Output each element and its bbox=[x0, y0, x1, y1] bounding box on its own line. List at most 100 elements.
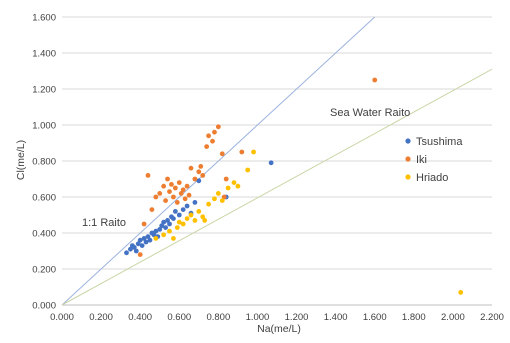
x-tick-label: 0.200 bbox=[89, 312, 113, 323]
x-tick-label: 2.000 bbox=[441, 312, 465, 323]
data-point bbox=[163, 198, 168, 204]
data-point bbox=[176, 180, 182, 186]
y-tick-label: 1.600 bbox=[32, 13, 56, 24]
x-tick-label: 1.600 bbox=[363, 312, 387, 323]
data-point bbox=[206, 133, 211, 139]
reference-line bbox=[61, 16, 376, 306]
y-axis-ticks: 0.000 0.200 0.400 0.600 0.800 1.000 1.200 1.400… bbox=[32, 13, 56, 312]
data-point bbox=[184, 216, 190, 222]
data-point bbox=[176, 219, 182, 225]
y-tick-label: 1.200 bbox=[32, 85, 56, 96]
data-point bbox=[141, 221, 147, 227]
data-point bbox=[192, 218, 198, 223]
data-point bbox=[200, 173, 206, 178]
x-tick-label: 1.000 bbox=[246, 312, 270, 323]
data-point bbox=[235, 183, 241, 189]
data-point bbox=[161, 219, 167, 225]
data-point bbox=[225, 185, 231, 191]
data-point bbox=[196, 169, 202, 175]
data-point bbox=[169, 182, 174, 187]
data-point bbox=[231, 180, 237, 186]
legend: Tsushima Iki Hriado bbox=[405, 136, 463, 184]
data-point bbox=[145, 234, 151, 240]
data-point bbox=[174, 200, 180, 205]
legend-label-iki: Iki bbox=[416, 154, 427, 166]
x-tick-label: 1.800 bbox=[402, 312, 426, 323]
data-point bbox=[157, 227, 163, 232]
data-point bbox=[141, 236, 147, 241]
reference-line bbox=[61, 68, 493, 306]
data-point bbox=[221, 194, 227, 200]
data-point bbox=[149, 207, 155, 213]
data-point bbox=[163, 225, 168, 231]
data-point bbox=[245, 167, 251, 173]
legend-label-hriado: Hriado bbox=[416, 172, 448, 184]
data-point bbox=[161, 183, 167, 189]
data-point bbox=[135, 241, 141, 247]
data-point bbox=[223, 176, 229, 182]
data-point bbox=[196, 209, 202, 214]
data-point bbox=[124, 250, 129, 256]
data-point bbox=[139, 243, 145, 249]
y-tick-label: 0.800 bbox=[32, 157, 56, 168]
data-points bbox=[124, 77, 464, 295]
x-tick-label: 2.200 bbox=[480, 312, 504, 323]
x-tick-label: 0.800 bbox=[206, 312, 230, 323]
data-point bbox=[192, 200, 198, 205]
y-tick-label: 1.400 bbox=[32, 49, 56, 60]
x-tick-label: 0.400 bbox=[128, 312, 152, 323]
data-point bbox=[153, 194, 159, 200]
data-point bbox=[178, 191, 184, 196]
data-point bbox=[167, 221, 172, 227]
data-point bbox=[219, 198, 225, 204]
data-point bbox=[172, 209, 178, 214]
data-point bbox=[157, 191, 163, 196]
data-point bbox=[128, 246, 133, 252]
data-point bbox=[174, 225, 180, 231]
data-point bbox=[165, 176, 170, 182]
data-point bbox=[145, 173, 151, 178]
data-point bbox=[184, 183, 190, 189]
data-point bbox=[458, 290, 464, 295]
data-point bbox=[219, 151, 225, 157]
data-point bbox=[180, 207, 186, 213]
data-point bbox=[184, 203, 190, 209]
data-point bbox=[143, 239, 149, 245]
data-point bbox=[188, 165, 194, 171]
data-point bbox=[131, 245, 137, 250]
data-point bbox=[159, 223, 165, 229]
grid-lines bbox=[62, 16, 492, 306]
x-tick-label: 0.600 bbox=[167, 312, 191, 323]
data-point bbox=[153, 236, 159, 241]
x-tick-label: 0.000 bbox=[50, 312, 74, 323]
series-hriado bbox=[153, 149, 464, 295]
data-point bbox=[171, 216, 176, 222]
data-point bbox=[188, 212, 194, 218]
x-axis-ticks: 0.000 0.200 0.400 0.600 0.800 1.000 1.200 1.400… bbox=[50, 312, 504, 323]
data-point bbox=[165, 218, 170, 223]
data-point bbox=[202, 218, 208, 223]
ref-label-1-1: 1:1 Raito bbox=[82, 217, 126, 229]
data-point bbox=[239, 149, 245, 155]
legend-marker-tsushima bbox=[405, 138, 411, 144]
y-tick-label: 0.600 bbox=[32, 193, 56, 204]
y-tick-label: 0.000 bbox=[32, 301, 56, 312]
data-point bbox=[180, 221, 186, 227]
data-point bbox=[180, 187, 186, 193]
series-iki bbox=[137, 77, 378, 257]
legend-label-tsushima: Tsushima bbox=[416, 136, 463, 148]
reference-lines bbox=[61, 16, 493, 306]
data-point bbox=[200, 214, 206, 220]
data-point bbox=[215, 191, 221, 196]
y-tick-label: 0.200 bbox=[32, 265, 56, 276]
data-point bbox=[268, 160, 274, 166]
data-point bbox=[212, 129, 217, 135]
data-point bbox=[198, 164, 204, 169]
data-point bbox=[196, 178, 202, 184]
x-axis-label: Na(me/L) bbox=[257, 323, 301, 335]
y-axis-label: Cl(me/L) bbox=[15, 140, 27, 180]
data-point bbox=[204, 144, 210, 150]
data-point bbox=[167, 228, 172, 234]
data-point bbox=[167, 189, 172, 195]
